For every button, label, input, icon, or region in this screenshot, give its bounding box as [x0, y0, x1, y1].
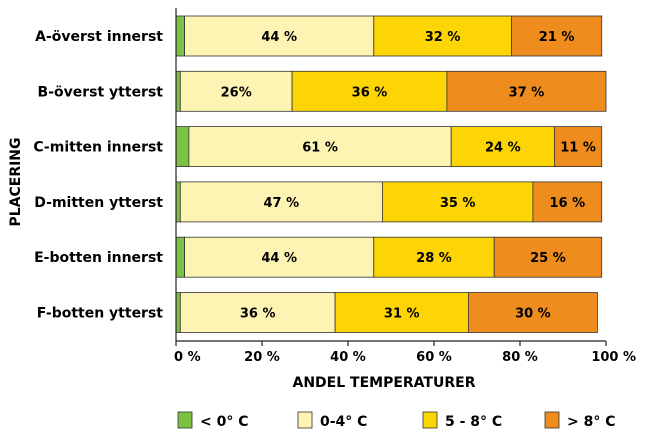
data-label: 44 % — [261, 30, 297, 45]
data-label: 26% — [221, 85, 252, 100]
legend-label: < 0° C — [200, 414, 249, 430]
bar-segment — [179, 70, 293, 112]
bar-segment — [291, 70, 448, 112]
bar-segment — [467, 292, 598, 333]
bar-segment — [175, 236, 185, 278]
bar-segment — [179, 292, 336, 333]
bar-segment — [373, 236, 495, 278]
category-label: E-botten innerst — [34, 250, 163, 266]
category-label: A-överst innerst — [35, 29, 163, 45]
x-axis-label: ANDEL TEMPERATURER — [293, 375, 476, 391]
bar-segment — [175, 70, 181, 112]
category-label: C-mitten innerst — [33, 140, 163, 156]
legend-swatch — [297, 411, 313, 429]
data-label: 30 % — [515, 307, 551, 322]
data-label: 61 % — [302, 141, 338, 156]
data-label: 31 % — [384, 307, 420, 322]
bar-segment — [334, 292, 469, 333]
category-label: B-överst ytterst — [38, 84, 164, 100]
data-label: 32 % — [425, 30, 461, 45]
bar-segment — [184, 15, 375, 57]
x-tick-label: 40 % — [330, 350, 366, 365]
bar-segment — [175, 181, 181, 223]
bar-segment — [188, 126, 452, 167]
category-label: D-mitten ytterst — [34, 195, 163, 211]
bar-segment — [175, 15, 185, 57]
data-label: 37 % — [509, 85, 545, 100]
bar-segment — [184, 236, 375, 278]
legend-label: > 8° C — [567, 414, 616, 430]
bar-segment — [175, 292, 181, 333]
legend-swatch — [544, 411, 560, 429]
bar-segment — [373, 15, 512, 57]
data-label: 25 % — [530, 251, 566, 266]
bar-segment — [446, 70, 607, 112]
axes-layer: 0 % 20 % 40 % 60 % 80 % 100 % — [174, 8, 636, 365]
x-tick-label: 80 % — [502, 350, 538, 365]
bar-segment — [510, 15, 603, 57]
legend-swatch — [422, 411, 438, 429]
data-label: 24 % — [485, 141, 521, 156]
data-label: 21 % — [539, 30, 575, 45]
bar-segment — [179, 181, 383, 223]
legend-label: 0-4° C — [320, 414, 367, 430]
x-tick-label: 0 % — [174, 350, 201, 365]
data-label: 28 % — [416, 251, 452, 266]
data-label: 35 % — [440, 196, 476, 211]
category-label: F-botten ytterst — [37, 306, 164, 322]
data-label: 36 % — [240, 307, 276, 322]
data-label: 11 % — [560, 141, 596, 156]
x-tick-label: 60 % — [416, 350, 452, 365]
bar-segment — [175, 126, 190, 167]
bar-segment — [450, 126, 555, 167]
bars-layer: A-överst innerst 44 % 32 % 21 % B-överst ytt… — [33, 15, 607, 333]
bar-segment — [493, 236, 603, 278]
data-label: 36 % — [352, 85, 388, 100]
x-tick-label: 100 % — [591, 350, 636, 365]
x-tick-label: 20 % — [244, 350, 280, 365]
legend-swatch — [177, 411, 193, 429]
data-label: 47 % — [264, 196, 300, 211]
legend: < 0° C 0-4° C 5 - 8° C > 8° C — [177, 411, 616, 430]
bar-segment — [554, 126, 603, 167]
legend-label: 5 - 8° C — [445, 414, 502, 430]
y-axis-label: PLACERING — [8, 137, 24, 226]
bar-segment — [532, 181, 603, 223]
data-label: 16 % — [549, 196, 585, 211]
data-label: 44 % — [261, 251, 297, 266]
